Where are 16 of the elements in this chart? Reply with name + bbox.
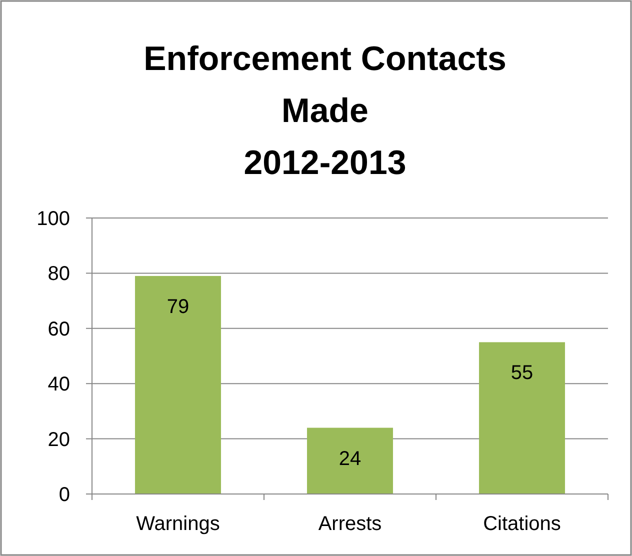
chart-title: Enforcement Contacts Made 2012-2013 bbox=[144, 40, 506, 182]
x-tick-label: Warnings bbox=[136, 513, 220, 535]
y-tick-label: 60 bbox=[48, 318, 70, 340]
data-label: 55 bbox=[510, 362, 534, 384]
bar bbox=[479, 342, 565, 494]
y-tick-label: 100 bbox=[36, 208, 70, 230]
x-tick-label: Citations bbox=[483, 513, 561, 535]
x-tick-label: Arrests bbox=[318, 513, 382, 535]
bar bbox=[307, 428, 393, 494]
y-tick-label: 40 bbox=[48, 374, 70, 396]
data-label: 24 bbox=[338, 448, 362, 470]
bar bbox=[135, 276, 221, 494]
y-tick-label: 0 bbox=[58, 484, 70, 506]
y-tick-label: 80 bbox=[48, 263, 70, 286]
data-label: 79 bbox=[166, 296, 190, 318]
y-tick-label: 20 bbox=[48, 428, 70, 451]
